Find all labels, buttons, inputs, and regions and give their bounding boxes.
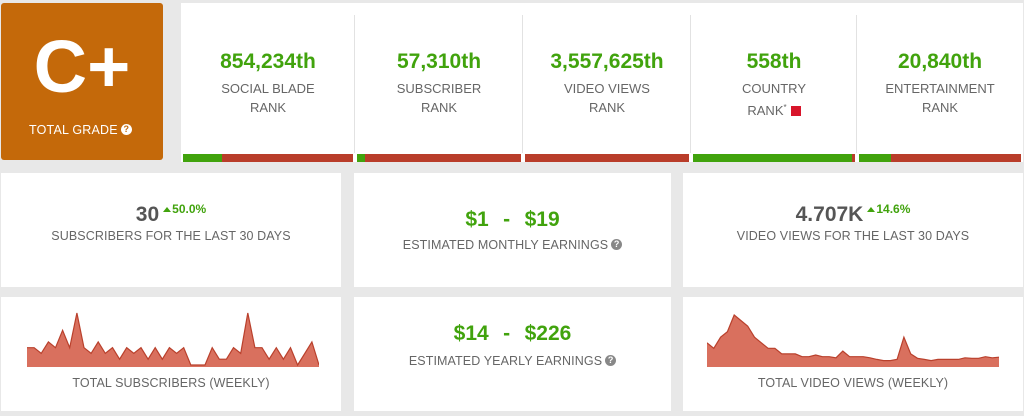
rank-value: 3,557,625th	[550, 50, 664, 73]
rank-progress-bar	[525, 154, 689, 162]
monthly-high: $19	[524, 208, 560, 231]
subscribers-weekly-card: TOTAL SUBSCRIBERS (WEEKLY)	[1, 297, 341, 411]
rank-label: ENTERTAINMENT RANK	[885, 81, 995, 115]
subscribers-30-change: 50.0%	[163, 202, 206, 216]
rank-label: SUBSCRIBER RANK	[396, 81, 482, 115]
rank-entertainment: 20,840th ENTERTAINMENT RANK	[857, 3, 1023, 162]
views-weekly-label: TOTAL VIDEO VIEWS (WEEKLY)	[757, 376, 949, 390]
subscribers-30-label: SUBSCRIBERS FOR THE LAST 30 DAYS	[51, 229, 291, 243]
rank-progress-bar	[859, 154, 1021, 162]
subscribers-sparkline	[27, 312, 319, 367]
monthly-earnings-label: ESTIMATED MONTHLY EARNINGS?	[354, 238, 671, 252]
monthly-earnings-card: $1 - $19 ESTIMATED MONTHLY EARNINGS?	[354, 173, 671, 287]
views-30-label: VIDEO VIEWS FOR THE LAST 30 DAYS	[736, 229, 970, 243]
monthly-low: $1	[465, 208, 489, 231]
views-30-value: 4.707K	[795, 203, 864, 226]
grade-label: TOTAL GRADE?	[29, 123, 132, 137]
help-icon[interactable]: ?	[605, 355, 617, 366]
ranks-panel: 854,234th SOCIAL BLADE RANK 57,310th SUBS…	[181, 3, 1023, 162]
yearly-high: $226	[524, 322, 572, 345]
yearly-low: $14	[453, 322, 489, 345]
rank-country: 558th COUNTRY RANK*	[691, 3, 857, 162]
rank-label: SOCIAL BLADE RANK	[221, 81, 315, 115]
subscribers-30-value: 30	[135, 203, 160, 226]
rank-progress-bar	[357, 154, 521, 162]
rank-label: COUNTRY RANK*	[741, 81, 807, 118]
views-weekly-card: TOTAL VIDEO VIEWS (WEEKLY)	[683, 297, 1023, 411]
rank-video-views: 3,557,625th VIDEO VIEWS RANK	[523, 3, 691, 162]
rank-value: 854,234th	[220, 50, 316, 73]
up-arrow-icon	[867, 207, 876, 212]
sparkline-area	[707, 315, 999, 367]
rank-value: 57,310th	[396, 50, 482, 73]
views-30-days-card: 4.707K 14.6% VIDEO VIEWS FOR THE LAST 30 …	[683, 173, 1023, 287]
country-flag-icon	[790, 106, 801, 116]
up-arrow-icon	[163, 207, 172, 212]
yearly-earnings-label: ESTIMATED YEARLY EARNINGS?	[354, 354, 671, 368]
rank-label: VIDEO VIEWS RANK	[564, 81, 650, 115]
subscribers-weekly-label: TOTAL SUBSCRIBERS (WEEKLY)	[72, 376, 270, 390]
grade-label-text: TOTAL GRADE	[29, 123, 118, 137]
rank-value: 558th	[746, 50, 802, 73]
help-icon[interactable]: ?	[120, 124, 132, 135]
yearly-earnings-card: $14 - $226 ESTIMATED YEARLY EARNINGS?	[354, 297, 671, 411]
sparkline-line	[27, 312, 319, 367]
total-grade-box: C+ TOTAL GRADE?	[1, 3, 163, 160]
grade-letter: C+	[33, 25, 131, 108]
rank-value: 20,840th	[897, 50, 983, 73]
rank-subscriber: 57,310th SUBSCRIBER RANK	[355, 3, 523, 162]
rank-socialblade: 854,234th SOCIAL BLADE RANK	[181, 3, 355, 162]
views-sparkline	[707, 314, 999, 367]
views-30-change: 14.6%	[867, 202, 910, 216]
rank-progress-bar	[693, 154, 855, 162]
sparkline-line	[707, 314, 999, 362]
subscribers-30-days-card: 30 50.0% SUBSCRIBERS FOR THE LAST 30 DAYS	[1, 173, 341, 287]
rank-progress-bar	[183, 154, 353, 162]
help-icon[interactable]: ?	[611, 239, 623, 250]
